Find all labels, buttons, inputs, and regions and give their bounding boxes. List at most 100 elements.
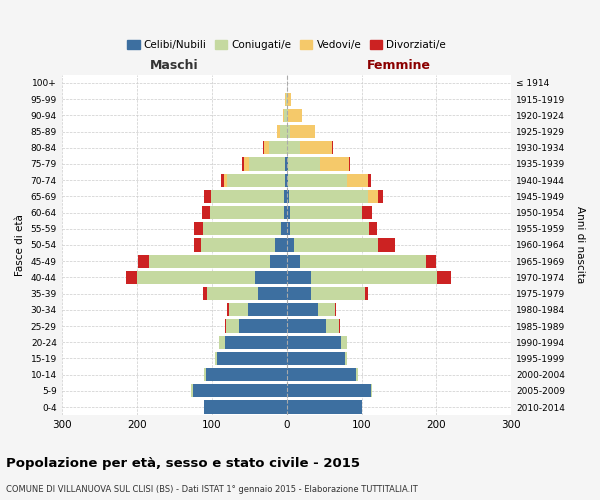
Bar bbox=[264, 141, 269, 154]
Y-axis label: Fasce di età: Fasce di età bbox=[15, 214, 25, 276]
Bar bbox=[288, 158, 320, 170]
Bar bbox=[290, 222, 369, 235]
Bar bbox=[270, 254, 287, 268]
Bar bbox=[369, 222, 377, 235]
Bar bbox=[362, 206, 372, 219]
Bar bbox=[287, 190, 289, 203]
Bar bbox=[341, 336, 347, 349]
Bar bbox=[193, 384, 287, 398]
Bar bbox=[287, 158, 288, 170]
Bar bbox=[202, 206, 210, 219]
Bar bbox=[126, 271, 137, 284]
Bar bbox=[227, 303, 229, 316]
Bar bbox=[287, 254, 300, 268]
Y-axis label: Anni di nascita: Anni di nascita bbox=[575, 206, 585, 284]
Bar bbox=[269, 141, 287, 154]
Bar bbox=[287, 271, 311, 284]
Bar bbox=[138, 254, 149, 268]
Bar bbox=[289, 190, 368, 203]
Bar bbox=[378, 238, 395, 252]
Bar bbox=[284, 108, 287, 122]
Bar bbox=[229, 303, 248, 316]
Bar bbox=[226, 320, 239, 332]
Bar bbox=[248, 303, 287, 316]
Bar bbox=[300, 254, 426, 268]
Bar bbox=[221, 174, 224, 187]
Bar bbox=[249, 158, 285, 170]
Bar bbox=[287, 125, 290, 138]
Bar bbox=[311, 287, 365, 300]
Bar bbox=[326, 320, 339, 332]
Bar bbox=[290, 125, 315, 138]
Bar bbox=[368, 174, 371, 187]
Bar bbox=[284, 206, 287, 219]
Bar bbox=[210, 206, 284, 219]
Bar bbox=[239, 320, 287, 332]
Bar bbox=[204, 400, 287, 413]
Bar bbox=[437, 271, 451, 284]
Bar bbox=[287, 384, 371, 398]
Bar bbox=[288, 174, 347, 187]
Bar bbox=[224, 174, 227, 187]
Bar bbox=[318, 303, 335, 316]
Bar bbox=[287, 108, 288, 122]
Bar bbox=[332, 141, 333, 154]
Bar bbox=[207, 287, 258, 300]
Bar bbox=[287, 206, 290, 219]
Bar bbox=[284, 190, 287, 203]
Bar bbox=[347, 174, 368, 187]
Text: COMUNE DI VILLANUOVA SUL CLISI (BS) - Dati ISTAT 1° gennaio 2015 - Elaborazione : COMUNE DI VILLANUOVA SUL CLISI (BS) - Da… bbox=[6, 485, 418, 494]
Bar bbox=[287, 352, 345, 365]
Bar bbox=[283, 108, 284, 122]
Bar bbox=[149, 254, 270, 268]
Bar bbox=[287, 400, 362, 413]
Bar bbox=[206, 368, 287, 382]
Bar bbox=[244, 158, 249, 170]
Bar bbox=[255, 271, 287, 284]
Bar bbox=[201, 238, 275, 252]
Bar bbox=[215, 352, 217, 365]
Bar bbox=[287, 174, 288, 187]
Bar bbox=[285, 92, 286, 106]
Bar bbox=[227, 174, 285, 187]
Bar bbox=[204, 190, 211, 203]
Bar bbox=[368, 190, 378, 203]
Bar bbox=[320, 158, 349, 170]
Bar bbox=[137, 271, 255, 284]
Text: Maschi: Maschi bbox=[150, 58, 199, 71]
Bar bbox=[378, 190, 383, 203]
Bar bbox=[311, 271, 437, 284]
Bar bbox=[339, 320, 340, 332]
Bar bbox=[275, 238, 287, 252]
Text: Popolazione per età, sesso e stato civile - 2015: Popolazione per età, sesso e stato civil… bbox=[6, 458, 360, 470]
Bar bbox=[285, 158, 287, 170]
Bar bbox=[356, 368, 358, 382]
Legend: Celibi/Nubili, Coniugati/e, Vedovi/e, Divorziati/e: Celibi/Nubili, Coniugati/e, Vedovi/e, Di… bbox=[123, 36, 450, 54]
Bar bbox=[225, 320, 226, 332]
Text: Femmine: Femmine bbox=[367, 58, 431, 71]
Bar bbox=[365, 287, 368, 300]
Bar bbox=[191, 384, 193, 398]
Bar bbox=[242, 158, 244, 170]
Bar bbox=[287, 287, 311, 300]
Bar bbox=[294, 238, 378, 252]
Bar bbox=[281, 222, 287, 235]
Bar bbox=[287, 320, 326, 332]
Bar bbox=[287, 336, 341, 349]
Bar bbox=[203, 287, 207, 300]
Bar bbox=[426, 254, 436, 268]
Bar bbox=[277, 125, 280, 138]
Bar bbox=[335, 303, 336, 316]
Bar bbox=[286, 92, 287, 106]
Bar bbox=[287, 92, 291, 106]
Bar bbox=[217, 352, 287, 365]
Bar bbox=[225, 336, 287, 349]
Bar bbox=[287, 368, 356, 382]
Bar bbox=[300, 141, 332, 154]
Bar bbox=[194, 222, 203, 235]
Bar bbox=[258, 287, 287, 300]
Bar bbox=[211, 190, 284, 203]
Bar bbox=[219, 336, 225, 349]
Bar bbox=[288, 108, 302, 122]
Bar bbox=[194, 238, 201, 252]
